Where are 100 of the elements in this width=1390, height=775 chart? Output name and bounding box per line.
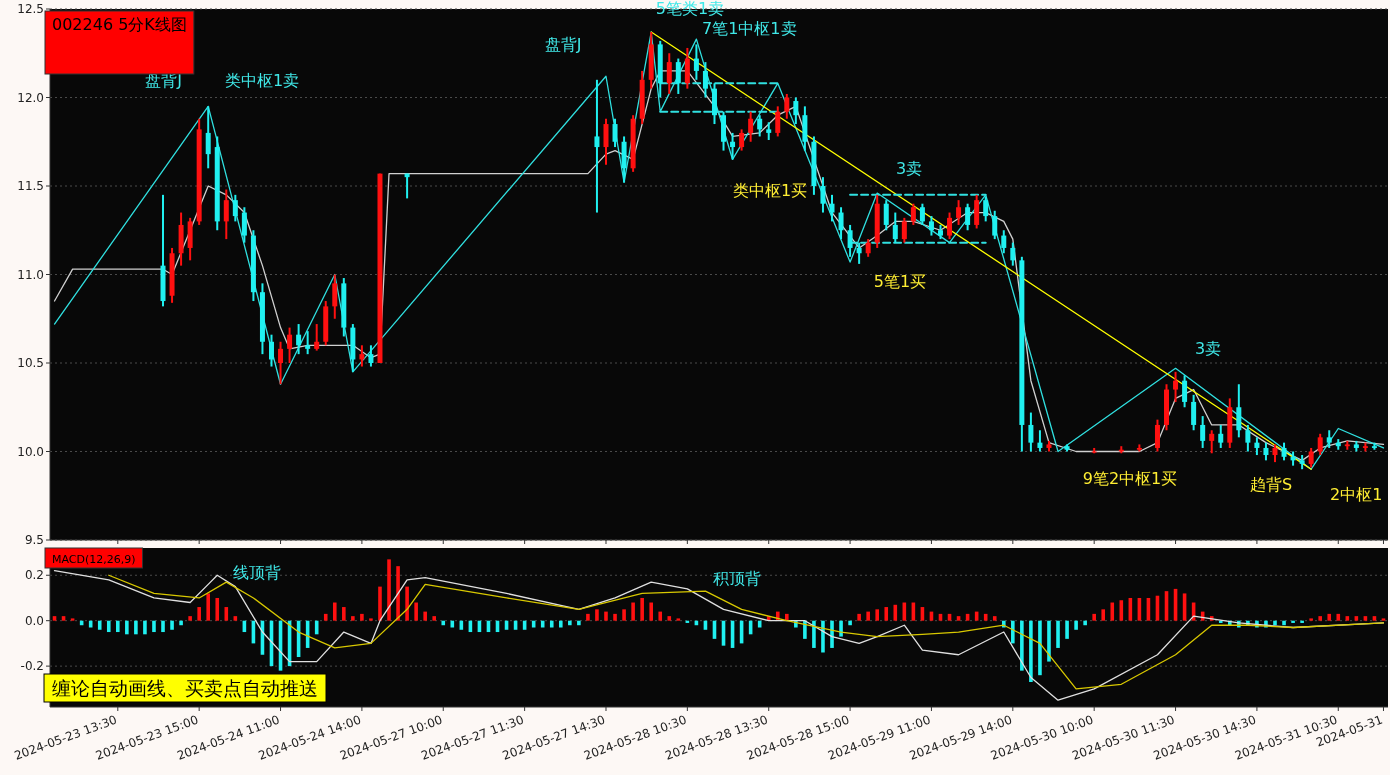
bar <box>1309 618 1313 621</box>
bar <box>125 620 129 635</box>
candlestick <box>296 323 302 356</box>
bar <box>215 597 220 621</box>
candlestick <box>883 199 889 232</box>
candlestick <box>947 211 953 241</box>
bar <box>586 613 590 621</box>
bar <box>369 618 373 621</box>
bar <box>387 559 391 621</box>
candlestick <box>1001 229 1007 255</box>
candlestick <box>856 241 862 265</box>
candlestick <box>956 199 962 226</box>
bar <box>676 618 681 621</box>
annotation: 3卖 <box>895 159 923 178</box>
bar <box>857 613 861 621</box>
candlestick <box>612 117 618 149</box>
candlestick <box>241 206 247 244</box>
bar <box>1372 616 1377 621</box>
y-tick-label: 0.0 <box>24 613 44 628</box>
candlestick <box>775 105 781 138</box>
bar <box>631 602 635 621</box>
candlestick <box>928 215 934 237</box>
bar <box>323 613 328 621</box>
bar <box>70 618 75 621</box>
candlestick <box>1200 415 1206 449</box>
bar <box>595 609 599 621</box>
bar <box>821 620 825 653</box>
bar <box>1038 620 1042 676</box>
bar <box>540 620 545 628</box>
candlestick <box>992 209 998 241</box>
candlestick <box>305 330 311 356</box>
bar <box>1101 609 1106 621</box>
candlestick <box>287 326 293 364</box>
annotation: 3卖 <box>1194 339 1222 358</box>
annotation: 类中枢1买 <box>732 181 808 200</box>
bar <box>604 611 608 621</box>
bar <box>414 602 418 621</box>
candlestick <box>793 96 799 126</box>
bar <box>179 620 183 626</box>
bar <box>188 616 192 621</box>
y-tick-label: 12.0 <box>17 90 44 105</box>
bar <box>170 620 174 630</box>
annotation: 盘背J <box>145 71 182 90</box>
bar <box>875 609 880 621</box>
candlestick <box>232 193 238 223</box>
y-tick-label: 0.2 <box>24 568 44 583</box>
bar <box>830 620 834 648</box>
bar <box>116 620 120 633</box>
candlestick <box>757 114 763 138</box>
annotation: 7笔1中枢1卖 <box>702 19 797 38</box>
bar <box>658 611 663 621</box>
bar <box>224 607 229 621</box>
candlestick <box>1173 370 1179 403</box>
annotation: 线顶背 <box>233 563 281 582</box>
annotation: 5笔1买 <box>873 272 927 291</box>
candlestick <box>1191 393 1197 432</box>
bar <box>866 611 870 621</box>
bar <box>613 613 617 621</box>
bar <box>1381 618 1386 621</box>
candlestick <box>730 131 736 161</box>
candlestick <box>368 344 374 368</box>
candlestick <box>278 340 284 386</box>
bar <box>1047 620 1051 662</box>
candlestick <box>666 52 672 95</box>
candlestick <box>693 43 699 81</box>
candlestick <box>892 211 898 244</box>
bar <box>134 620 138 635</box>
bar <box>577 620 581 626</box>
bar <box>812 620 816 648</box>
candlestick <box>1308 446 1314 469</box>
bar <box>396 566 400 621</box>
annotation: 缠论自动画线、买卖点自动推送 <box>52 677 318 699</box>
bar <box>1291 620 1295 623</box>
candlestick <box>847 223 853 258</box>
annotation: 5笔类1卖 <box>655 0 725 18</box>
candlestick <box>702 61 708 99</box>
bar <box>667 616 672 621</box>
y-tick-label: 9.5 <box>24 533 44 547</box>
y-tick-label: 10.5 <box>17 356 44 370</box>
y-tick-label: 11.5 <box>17 179 44 193</box>
candlestick <box>983 195 989 223</box>
candlestick <box>748 110 754 143</box>
bar <box>1074 620 1078 630</box>
candlestick <box>594 78 600 214</box>
bar <box>1110 602 1115 621</box>
bar <box>884 607 889 621</box>
bar <box>1020 620 1024 671</box>
bar <box>1273 620 1277 626</box>
candlestick <box>359 344 365 368</box>
bar <box>1327 613 1332 621</box>
bar <box>1318 616 1322 621</box>
bar <box>893 604 898 621</box>
candlestick <box>1245 423 1251 453</box>
bar <box>1029 620 1033 683</box>
annotation: 盘背J <box>544 35 582 54</box>
bar <box>1218 620 1223 623</box>
bar <box>1345 616 1350 621</box>
candlestick <box>314 323 320 352</box>
bar <box>1282 620 1286 626</box>
candlestick <box>223 188 229 241</box>
